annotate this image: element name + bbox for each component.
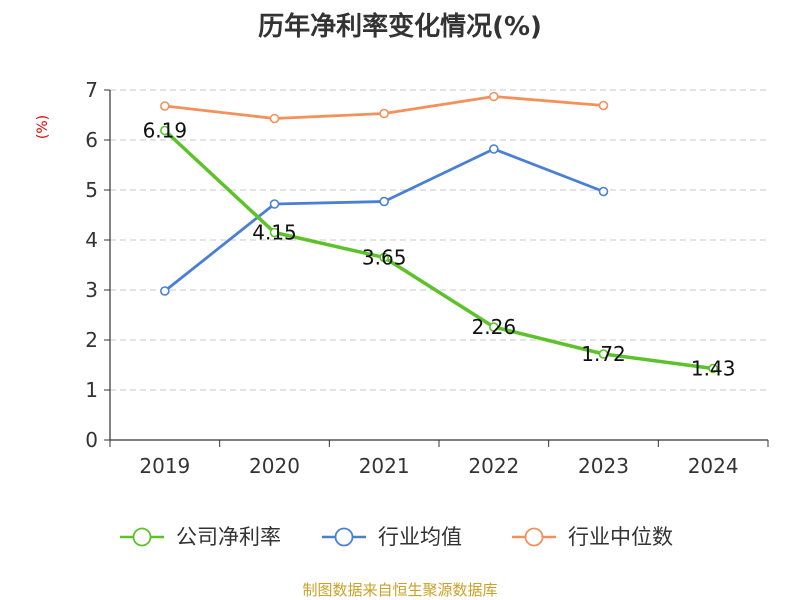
data-label: 4.15 bbox=[252, 221, 297, 245]
data-point bbox=[708, 363, 718, 374]
data-point bbox=[598, 186, 609, 197]
series-line-1 bbox=[163, 147, 605, 293]
data-point bbox=[379, 252, 389, 263]
data-point bbox=[160, 101, 170, 111]
axes: 0 1 2 3 4 5 6 7 2019 2020 2021 2022 2023 2024 bbox=[85, 78, 769, 478]
data-point bbox=[489, 322, 499, 332]
y-tick-label: 0 bbox=[85, 428, 98, 452]
y-tick-label: 5 bbox=[85, 178, 98, 202]
legend-label: 行业均值 bbox=[378, 525, 462, 549]
data-labels: 6.19 4.15 3.65 2.26 1.72 1.43 bbox=[143, 119, 736, 381]
y-tick-label: 1 bbox=[85, 378, 98, 402]
chart-title: 历年净利率变化情况(%) bbox=[258, 11, 542, 42]
gridlines bbox=[110, 89, 768, 391]
y-tick-label: 7 bbox=[85, 78, 98, 102]
data-point bbox=[160, 286, 170, 296]
data-point bbox=[598, 349, 609, 359]
series-layer bbox=[160, 91, 718, 374]
legend-label: 公司净利率 bbox=[176, 525, 281, 549]
y-tick-label: 2 bbox=[85, 328, 98, 352]
legend-marker bbox=[334, 527, 354, 547]
legend-label: 行业中位数 bbox=[568, 525, 673, 549]
x-tick-label: 2024 bbox=[688, 454, 739, 478]
series-line-0 bbox=[163, 129, 714, 371]
y-tick-label: 3 bbox=[85, 278, 98, 302]
data-point bbox=[598, 100, 609, 111]
data-label: 2.26 bbox=[472, 315, 517, 339]
legend: 公司净利率 行业均值 行业中位数 bbox=[120, 525, 673, 549]
source-note: 制图数据来自恒生聚源数据库 bbox=[302, 581, 497, 599]
legend-marker bbox=[132, 527, 152, 547]
data-point bbox=[379, 108, 389, 119]
data-label: 3.65 bbox=[362, 246, 407, 270]
x-tick-label: 2023 bbox=[578, 454, 629, 478]
y-tick-label: 6 bbox=[85, 128, 98, 152]
data-point bbox=[269, 113, 280, 124]
data-point bbox=[160, 125, 170, 136]
x-tick-label: 2021 bbox=[359, 454, 410, 478]
data-point bbox=[489, 91, 499, 102]
y-tick-label: 4 bbox=[85, 228, 98, 252]
x-tick-label: 2020 bbox=[249, 454, 300, 478]
data-point bbox=[269, 227, 280, 238]
x-tick-label: 2019 bbox=[139, 454, 190, 478]
data-point bbox=[489, 144, 499, 154]
data-point bbox=[379, 196, 389, 207]
data-point bbox=[269, 199, 280, 209]
data-label: 1.72 bbox=[581, 342, 626, 366]
data-label: 1.43 bbox=[691, 357, 736, 381]
data-label: 6.19 bbox=[143, 119, 188, 143]
y-axis-label: (%) bbox=[35, 115, 51, 139]
legend-marker bbox=[524, 527, 544, 547]
x-tick-label: 2022 bbox=[468, 454, 519, 478]
